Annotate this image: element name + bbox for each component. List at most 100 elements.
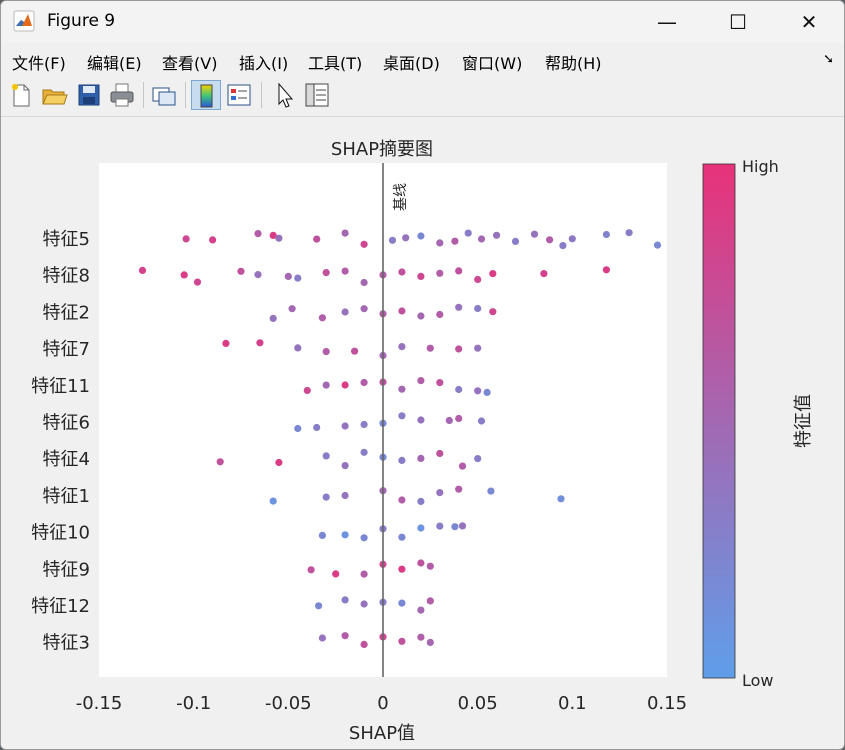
shap-point bbox=[398, 456, 406, 464]
y-tick-label: 特征4 bbox=[43, 449, 90, 470]
shap-point bbox=[294, 424, 302, 433]
colorbar[interactable] bbox=[702, 163, 736, 679]
maximize-button[interactable]: ☐ bbox=[703, 1, 773, 43]
x-tick-label: 0.05 bbox=[458, 693, 498, 714]
toolbar bbox=[1, 76, 844, 117]
close-button[interactable]: ✕ bbox=[774, 1, 844, 43]
shap-point bbox=[313, 423, 321, 432]
shap-point bbox=[398, 599, 406, 607]
menu-window[interactable]: 窗口(W) bbox=[462, 54, 523, 73]
shap-point bbox=[216, 458, 224, 466]
shap-point bbox=[237, 267, 245, 275]
shap-point bbox=[294, 344, 302, 352]
print-icon[interactable] bbox=[107, 80, 137, 110]
shap-point bbox=[322, 348, 330, 356]
shap-point bbox=[474, 304, 482, 313]
new-figure-icon[interactable] bbox=[6, 80, 36, 110]
save-icon[interactable] bbox=[74, 80, 104, 110]
shap-point bbox=[568, 235, 576, 243]
shap-point bbox=[318, 314, 326, 322]
x-tick-label: -0.15 bbox=[76, 693, 123, 714]
shap-point bbox=[398, 307, 406, 315]
x-tick-label: -0.05 bbox=[265, 693, 312, 714]
shap-point bbox=[477, 235, 486, 243]
colorbar-high-label: High bbox=[742, 157, 779, 176]
menu-edit[interactable]: 编辑(E) bbox=[87, 54, 142, 73]
menu-help[interactable]: 帮助(H) bbox=[545, 54, 602, 73]
shap-point bbox=[483, 388, 491, 396]
minimize-button[interactable]: — bbox=[632, 1, 702, 43]
title-bar[interactable]: Figure 9 — ☐ ✕ bbox=[1, 1, 844, 43]
shap-point bbox=[464, 229, 472, 237]
shap-point bbox=[417, 232, 425, 240]
shap-point bbox=[602, 230, 611, 239]
menu-file[interactable]: 文件(F) bbox=[12, 54, 66, 73]
minimize-icon: — bbox=[657, 10, 677, 34]
shap-point bbox=[322, 493, 330, 501]
y-tick-label: 特征7 bbox=[43, 339, 90, 360]
shap-point bbox=[540, 270, 548, 278]
shap-point bbox=[487, 487, 495, 495]
open-file-icon[interactable] bbox=[39, 80, 69, 110]
shap-point bbox=[341, 491, 349, 500]
shap-point bbox=[360, 448, 368, 456]
shap-point bbox=[530, 230, 539, 238]
insert-legend-icon[interactable] bbox=[224, 80, 254, 110]
shap-point bbox=[653, 241, 662, 249]
maximize-icon: ☐ bbox=[729, 10, 747, 34]
shap-point bbox=[193, 278, 202, 286]
figure-canvas[interactable]: 基线 特征5 特征8 特征2 特征7 特征11 特征6 特征4 特征1 特征10 特征9 特征12 特… bbox=[1, 117, 844, 749]
shap-point bbox=[351, 347, 359, 355]
shap-point bbox=[322, 269, 330, 277]
shap-point bbox=[256, 339, 264, 347]
shap-point bbox=[493, 231, 501, 239]
window-title: Figure 9 bbox=[47, 11, 116, 31]
x-tick-label: 0.15 bbox=[647, 693, 687, 714]
shap-point bbox=[269, 497, 277, 505]
shap-point bbox=[398, 496, 406, 504]
dock-arrow-icon[interactable]: ➘ bbox=[823, 52, 834, 67]
menu-view[interactable]: 查看(V) bbox=[162, 54, 218, 73]
shap-point bbox=[209, 236, 217, 244]
shap-summary-plot[interactable]: 基线 特征5 特征8 特征2 特征7 特征11 特征6 特征4 特征1 特征10 特征9 特征12 特… bbox=[1, 117, 844, 749]
y-tick-label: 特征6 bbox=[43, 413, 90, 434]
shap-point bbox=[436, 522, 444, 530]
shap-point bbox=[360, 640, 368, 649]
shap-point bbox=[388, 236, 397, 244]
shap-point bbox=[546, 236, 554, 244]
menu-insert[interactable]: 插入(I) bbox=[239, 54, 289, 73]
edit-plot-cursor-icon[interactable] bbox=[269, 80, 299, 110]
shap-point bbox=[625, 229, 633, 237]
shap-point bbox=[436, 310, 444, 319]
shap-point bbox=[417, 497, 425, 505]
shap-point bbox=[341, 632, 349, 640]
shap-point bbox=[417, 312, 425, 320]
shap-point bbox=[360, 600, 368, 608]
shap-point bbox=[417, 377, 425, 385]
shap-point bbox=[275, 458, 283, 467]
property-inspector-icon[interactable] bbox=[302, 80, 332, 110]
shap-point bbox=[402, 234, 410, 242]
shap-point bbox=[426, 562, 434, 570]
menu-tools[interactable]: 工具(T) bbox=[308, 54, 363, 73]
shap-point bbox=[511, 237, 520, 245]
shap-point bbox=[360, 534, 368, 542]
shap-point bbox=[455, 414, 463, 423]
x-tick-label: 0.1 bbox=[558, 693, 587, 714]
link-plot-icon[interactable] bbox=[149, 80, 179, 110]
toolbar-separator bbox=[185, 82, 186, 108]
shap-point bbox=[360, 420, 368, 429]
shap-point bbox=[458, 522, 467, 530]
menu-desktop[interactable]: 桌面(D) bbox=[383, 54, 440, 73]
shap-point bbox=[341, 308, 349, 316]
toolbar-separator bbox=[261, 82, 262, 108]
shap-point bbox=[288, 305, 296, 313]
colorbar-title: 特征值 bbox=[793, 394, 814, 448]
y-tick-label: 特征1 bbox=[43, 486, 90, 507]
shap-point bbox=[417, 524, 425, 532]
shap-point bbox=[426, 344, 434, 352]
y-tick-label: 特征10 bbox=[31, 523, 90, 544]
shap-point bbox=[451, 237, 459, 245]
y-tick-label: 特征9 bbox=[43, 559, 90, 580]
insert-colorbar-icon[interactable] bbox=[191, 80, 221, 110]
